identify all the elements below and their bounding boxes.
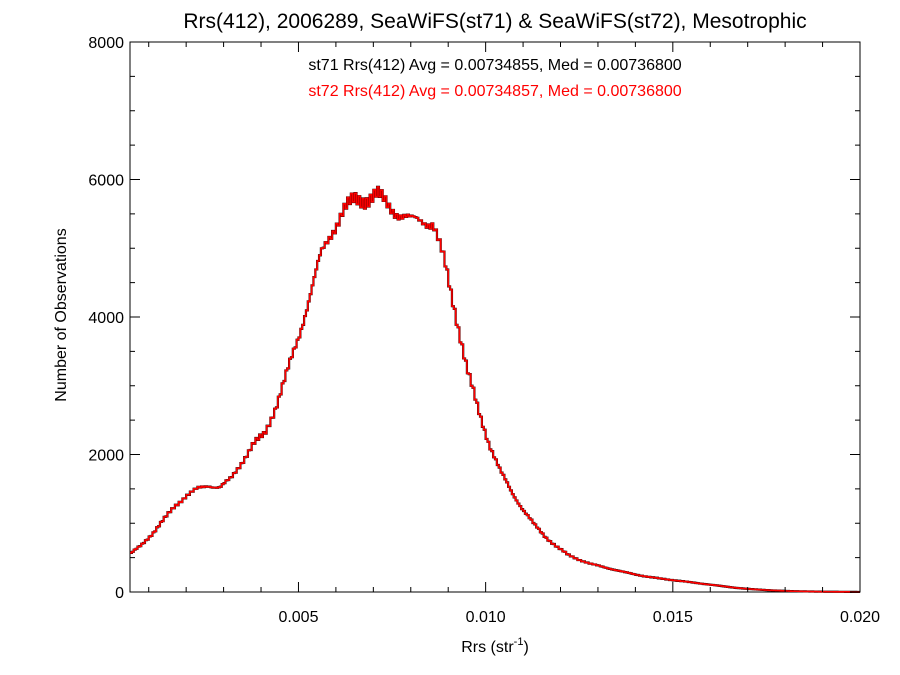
y-tick-label: 8000 bbox=[88, 35, 124, 52]
y-tick-label: 0 bbox=[115, 585, 124, 602]
x-axis-label-text: Rrs (str bbox=[461, 639, 514, 656]
y-tick-label: 2000 bbox=[88, 448, 124, 465]
plot-area bbox=[129, 41, 861, 594]
x-tick-label: 0.010 bbox=[466, 609, 506, 626]
y-axis-label: Number of Observations bbox=[53, 228, 70, 401]
stat-annotation-st72: st72 Rrs(412) Avg = 0.00734857, Med = 0.… bbox=[308, 83, 681, 100]
x-axis-label: Rrs (str-1) bbox=[461, 636, 529, 656]
x-axis: 0.005 0.010 0.015 0.020 bbox=[148, 42, 880, 626]
y-tick-label: 6000 bbox=[88, 173, 124, 190]
chart-title: Rrs(412), 2006289, SeaWiFS(st71) & SeaWi… bbox=[183, 10, 806, 33]
stat-annotation-st71: st71 Rrs(412) Avg = 0.00734855, Med = 0.… bbox=[308, 57, 681, 74]
series-st71-line bbox=[130, 185, 860, 594]
x-axis-label-close: ) bbox=[523, 639, 528, 656]
plot-frame bbox=[129, 41, 861, 593]
y-tick-label: 4000 bbox=[88, 310, 124, 327]
x-tick-label: 0.020 bbox=[840, 609, 880, 626]
x-axis-label-superscript: -1 bbox=[514, 636, 524, 648]
x-tick-label: 0.005 bbox=[278, 609, 318, 626]
x-tick-label: 0.015 bbox=[653, 609, 693, 626]
y-axis: 0 2000 4000 6000 8000 bbox=[88, 35, 860, 602]
series-st72-line bbox=[130, 186, 860, 593]
